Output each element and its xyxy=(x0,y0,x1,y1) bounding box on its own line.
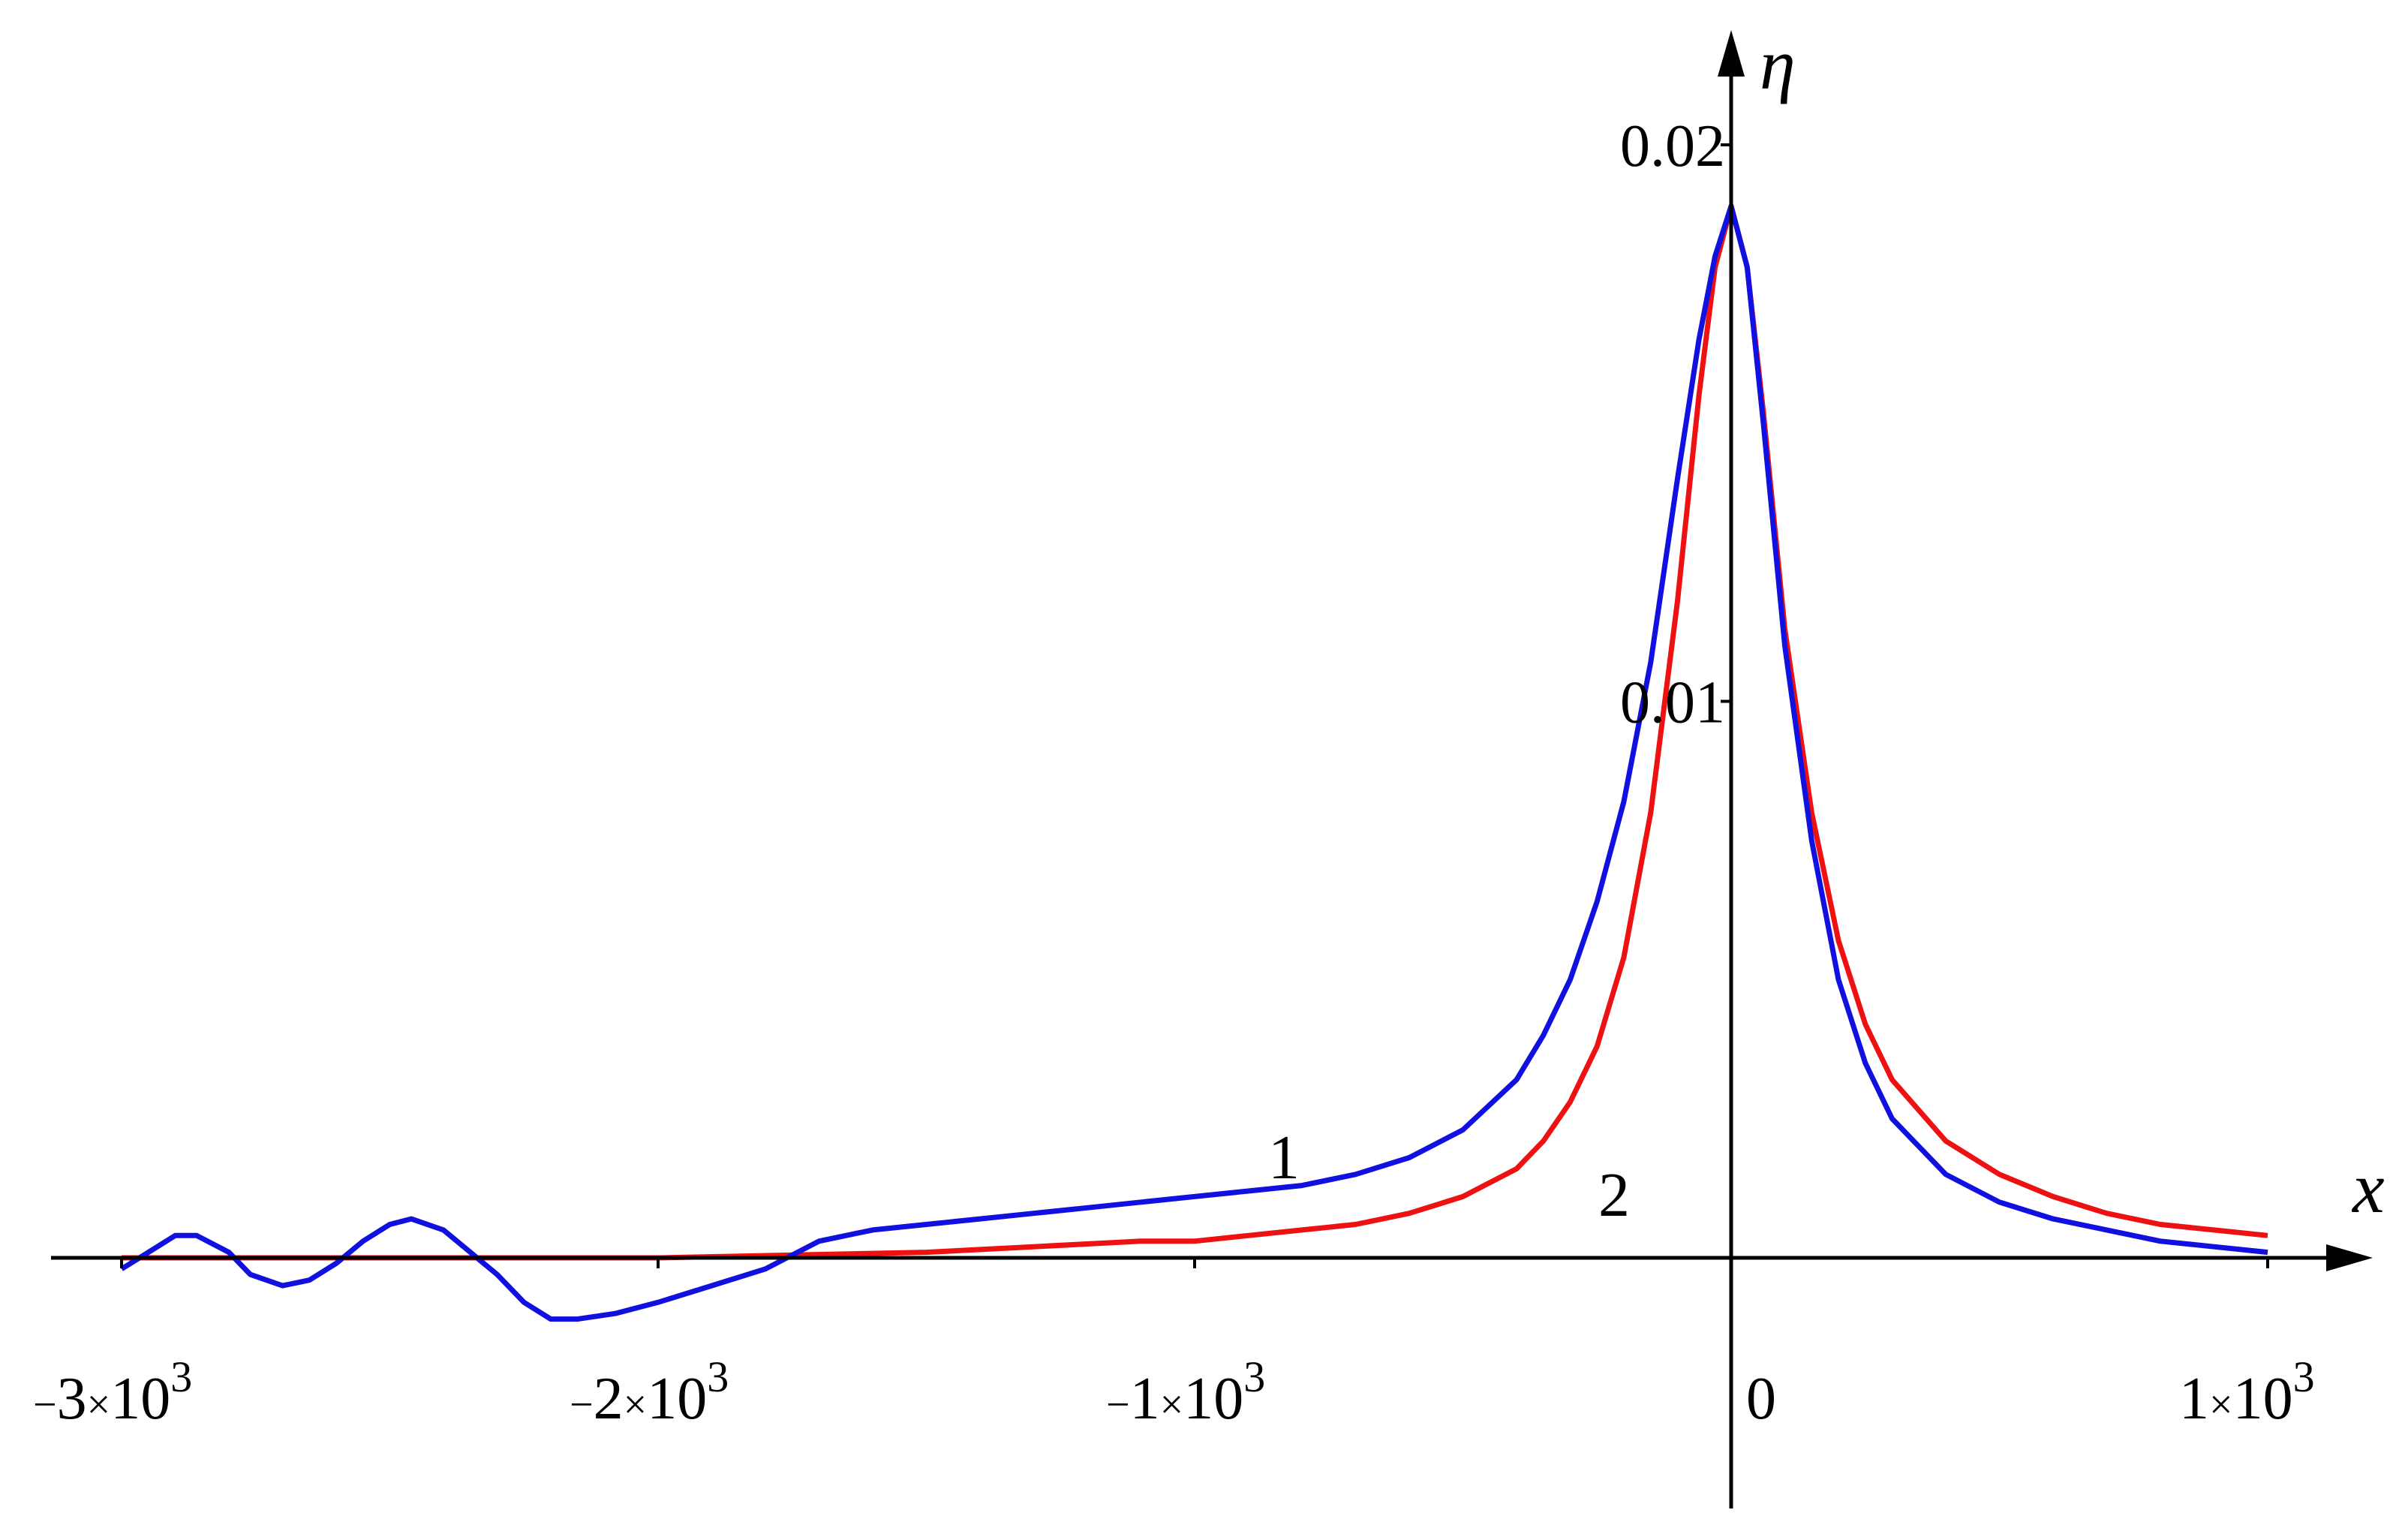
series-line-1 xyxy=(120,203,2268,1322)
curves: 12 xyxy=(120,203,2268,1322)
x-tick-label: −1×103 xyxy=(1106,1352,1265,1432)
x-axis-arrow xyxy=(2326,1244,2373,1271)
y-axis-arrow xyxy=(1718,30,1745,77)
y-tick-label: 0.01 xyxy=(1620,670,1725,736)
y-tick-label: 0.02 xyxy=(1620,113,1725,179)
ticks: −3×103 −2×103 −1×103 0 1×103 0.01 0.02 xyxy=(33,113,2315,1432)
x-axis-label: x xyxy=(2351,1148,2385,1228)
x-tick-label: −2×103 xyxy=(570,1352,729,1432)
x-tick-label: −3×103 xyxy=(33,1352,192,1432)
x-tick-label: 0 xyxy=(1746,1366,1776,1432)
series-label-1: 1 xyxy=(1268,1123,1300,1193)
series-label-2: 2 xyxy=(1598,1160,1630,1230)
axes xyxy=(51,30,2373,1508)
x-tick-label: 1×103 xyxy=(2179,1352,2315,1432)
y-axis-label: η xyxy=(1760,24,1796,104)
series-line-2 xyxy=(122,203,2268,1261)
